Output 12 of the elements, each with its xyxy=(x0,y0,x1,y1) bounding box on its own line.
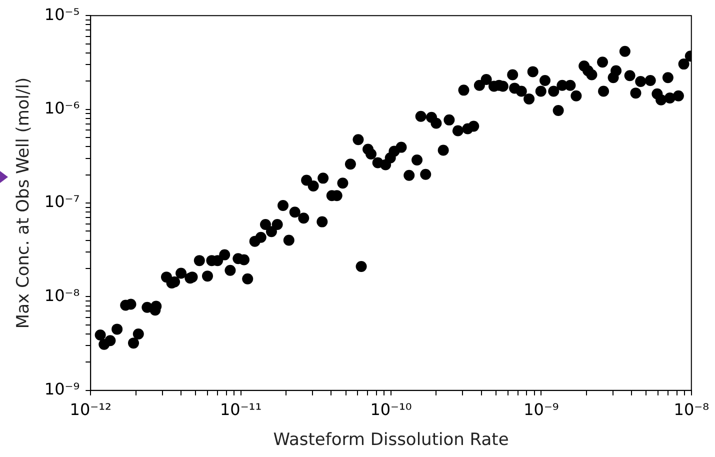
y-tick-label: 10⁻⁹ xyxy=(44,380,80,399)
x-tick-label: 10⁻⁹ xyxy=(524,400,559,420)
x-tick-label: 10⁻¹¹ xyxy=(220,400,262,420)
x-tick-label: 10⁻¹⁰ xyxy=(370,400,412,420)
y-tick-label: 10⁻⁶ xyxy=(44,98,80,118)
y-tick-label: 10⁻⁵ xyxy=(44,4,80,24)
x-axis-title: Wasteform Dissolution Rate xyxy=(273,430,509,450)
y-tick-label: 10⁻⁷ xyxy=(44,192,80,212)
y-tick-label: 10⁻⁸ xyxy=(44,286,80,305)
x-tick-label: 10⁻⁸ xyxy=(674,400,709,420)
x-tick-label: 10⁻¹² xyxy=(70,400,112,420)
y-axis-title: Max Conc. at Obs Well (mol/l) xyxy=(14,77,34,329)
